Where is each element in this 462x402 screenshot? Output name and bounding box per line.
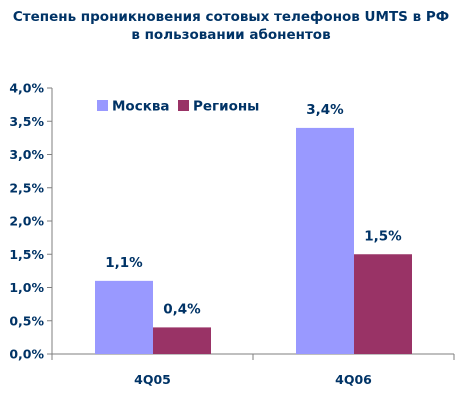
data-label: 3,4% [306, 102, 344, 118]
legend-swatch [178, 100, 189, 111]
chart-title: Степень проникновения сотовых телефонов … [0, 8, 462, 44]
data-label: 0,4% [163, 301, 201, 317]
y-tick-label: 0,5% [9, 313, 44, 328]
y-tick-label: 2,0% [9, 214, 44, 229]
bar [153, 327, 211, 354]
legend-label: Регионы [193, 99, 259, 115]
data-label: 1,5% [364, 228, 402, 244]
chart-title-line-1: Степень проникновения сотовых телефонов … [12, 9, 450, 25]
y-tick-label: 1,5% [9, 247, 44, 262]
y-tick-label: 3,5% [9, 114, 44, 129]
bar [354, 254, 412, 354]
x-tick-label: 4Q06 [335, 372, 372, 387]
data-label: 1,1% [105, 255, 143, 271]
y-tick-label: 3,0% [9, 147, 44, 162]
bar [296, 127, 354, 355]
legend-label: Москва [112, 99, 170, 115]
legend-swatch [97, 100, 108, 111]
y-tick-label: 4,0% [9, 81, 44, 96]
bar [95, 280, 153, 354]
y-tick-label: 0,0% [9, 347, 44, 362]
y-tick-label: 2,5% [9, 180, 44, 195]
y-tick-label: 1,0% [9, 280, 44, 295]
chart-title-line-2: в пользовании абонентов [131, 27, 331, 43]
x-tick-label: 4Q05 [134, 372, 171, 387]
